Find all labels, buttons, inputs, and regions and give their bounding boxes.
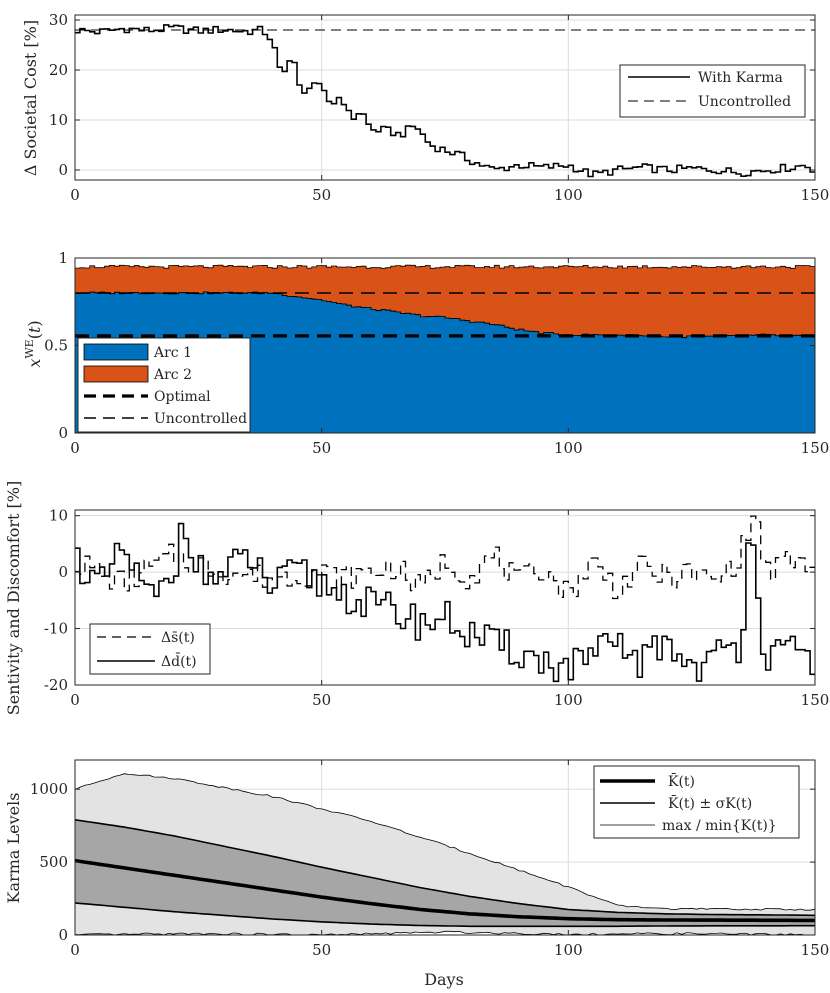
panel-karma-levels: Karma Levels Days 0 50 100 150 0 500 1000 K̄(t)… (4, 759, 830, 989)
x-tick-label: 0 (70, 186, 80, 204)
legend-label-delta-d: Δd̄(t) (161, 652, 197, 670)
x-tick-label: 100 (554, 691, 583, 709)
y-tick-label: 0 (58, 563, 68, 581)
legend-label-arc-2: Arc 2 (153, 367, 192, 383)
series-max (74, 773, 816, 911)
series-delta-d (75, 522, 815, 683)
xlabel-days: Days (424, 970, 464, 989)
x-tick-label: 150 (801, 439, 830, 457)
plot-frame (74, 759, 816, 936)
x-tick-label: 100 (554, 439, 583, 457)
x-tick-label: 50 (312, 186, 331, 204)
series-upper (74, 819, 815, 917)
legend-label-max-min: max / min{K(t)} (662, 818, 777, 834)
y-tick-label: 0 (58, 161, 68, 179)
legend-label-delta-s: Δs̄(t) (161, 630, 195, 646)
y-tick-label: 10 (49, 111, 68, 129)
legend-label-with-karma: With Karma (698, 70, 783, 86)
x-tick-label: 0 (70, 941, 80, 959)
panel-sensitivity-discomfort: Sentivity and Discomfort [%] 0 50 100 15010… (4, 481, 829, 716)
x-tick-label: 150 (801, 186, 830, 204)
panel-societal-cost: Δ Societal Cost [%] 0 50 100 150 0 10 20 30 With… (21, 11, 829, 204)
ylabel-xwe: xWE(t) (23, 320, 44, 367)
series-mean (74, 858, 815, 923)
legend-label-std: K̄(t) ± σK(t) (668, 794, 752, 812)
legend-label-mean: K̄(t) (668, 772, 695, 790)
legend-swatch-arc-2 (83, 365, 149, 383)
x-tick-label: 100 (554, 941, 583, 959)
legend-label-optimal: Optimal (154, 389, 211, 405)
x-tick-label: 50 (312, 941, 331, 959)
legend-label-uncontrolled: Uncontrolled (154, 411, 247, 427)
ylabel-sensitivity: Sentivity and Discomfort [%] (4, 481, 23, 716)
legend-box (89, 623, 211, 675)
x-tick-label: 0 (70, 691, 80, 709)
x-tick-label: 150 (801, 691, 830, 709)
y-tick-label: 30 (49, 11, 68, 29)
series-lower (74, 902, 815, 928)
y-tick-label: 0 (58, 926, 68, 944)
y-tick-label: 0.5 (44, 337, 68, 355)
y-tick-label: 1 (58, 249, 68, 267)
y-tick-label: 0 (58, 424, 68, 442)
plot-frame (74, 14, 816, 181)
y-tick-label: 1000 (30, 780, 68, 798)
legend-label-uncontrolled: Uncontrolled (698, 94, 791, 110)
legend-swatch-arc-1 (83, 343, 149, 361)
y-tick-label: 500 (39, 853, 68, 871)
band-std (75, 819, 815, 927)
x-tick-label: 150 (801, 941, 830, 959)
legend-box (619, 64, 806, 118)
y-tick-label: 20 (49, 61, 68, 79)
series-min (74, 930, 815, 936)
legend-box (593, 765, 800, 839)
legend-label-arc-1: Arc 1 (153, 345, 192, 361)
series-with-karma (75, 24, 815, 178)
series-delta-s (75, 515, 815, 600)
x-tick-label: 50 (312, 439, 331, 457)
x-tick-label: 0 (70, 439, 80, 457)
x-tick-label: 50 (312, 691, 331, 709)
ylabel-karma: Karma Levels (4, 793, 23, 904)
panel-wardrop-equilibrium: xWE(t) 0 50 100 150 0 0.5 1 Arc 1 Arc 2 Optimal Un… (23, 249, 829, 457)
y-tick-label: -20 (44, 676, 68, 694)
x-tick-label: 100 (554, 186, 583, 204)
y-tick-label: -10 (44, 620, 68, 638)
plot-frame (74, 509, 816, 686)
ylabel-societal-cost: Δ Societal Cost [%] (21, 20, 40, 176)
y-tick-label: 10 (49, 507, 68, 525)
